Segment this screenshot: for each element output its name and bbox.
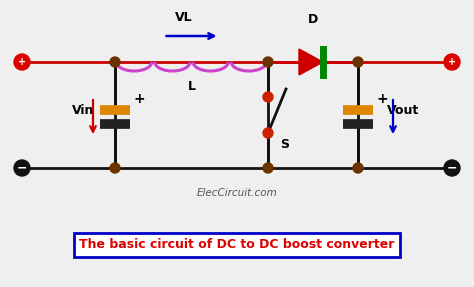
Circle shape <box>263 163 273 173</box>
Text: −: − <box>17 162 27 174</box>
Circle shape <box>444 160 460 176</box>
Text: Vout: Vout <box>387 104 419 117</box>
Circle shape <box>263 92 273 102</box>
Circle shape <box>444 54 460 70</box>
Circle shape <box>353 163 363 173</box>
Circle shape <box>353 57 363 67</box>
Text: +: + <box>18 57 26 67</box>
Text: ElecCircuit.com: ElecCircuit.com <box>197 188 277 198</box>
Text: Vin: Vin <box>72 104 94 117</box>
Circle shape <box>110 57 120 67</box>
Text: D: D <box>308 13 318 26</box>
Text: L: L <box>188 80 195 93</box>
Text: VL: VL <box>175 11 192 24</box>
Text: S: S <box>280 139 289 152</box>
Text: −: − <box>447 162 457 174</box>
Polygon shape <box>299 49 323 75</box>
Text: +: + <box>377 92 389 106</box>
Circle shape <box>14 160 30 176</box>
Circle shape <box>263 57 273 67</box>
Circle shape <box>263 128 273 138</box>
Circle shape <box>110 163 120 173</box>
Text: +: + <box>134 92 146 106</box>
Text: The basic circuit of DC to DC boost converter: The basic circuit of DC to DC boost conv… <box>79 238 395 251</box>
Circle shape <box>14 54 30 70</box>
Text: +: + <box>448 57 456 67</box>
